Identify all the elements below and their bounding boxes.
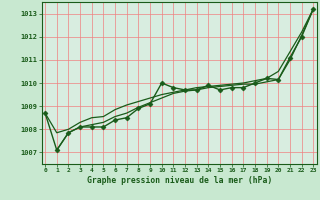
- X-axis label: Graphe pression niveau de la mer (hPa): Graphe pression niveau de la mer (hPa): [87, 176, 272, 185]
